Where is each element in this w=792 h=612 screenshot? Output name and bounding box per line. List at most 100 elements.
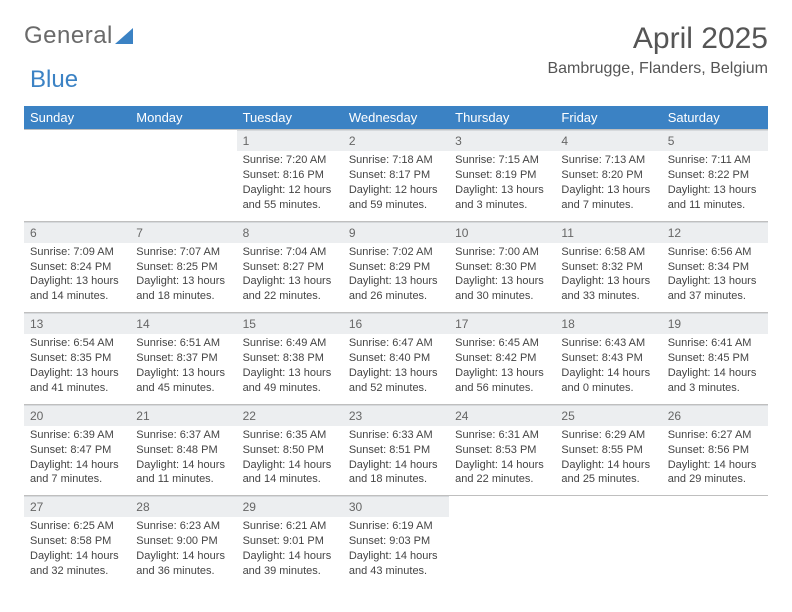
sunrise-text: Sunrise: 6:29 AM [561, 428, 655, 443]
day-number: 5 [662, 130, 768, 151]
day-body: Sunrise: 6:54 AMSunset: 8:35 PMDaylight:… [24, 334, 130, 403]
day-body: Sunrise: 6:39 AMSunset: 8:47 PMDaylight:… [24, 426, 130, 495]
sunrise-text: Sunrise: 6:27 AM [668, 428, 762, 443]
day-body: Sunrise: 6:21 AMSunset: 9:01 PMDaylight:… [237, 517, 343, 586]
sunset-text: Sunset: 8:43 PM [561, 351, 655, 366]
sunrise-text: Sunrise: 7:04 AM [243, 245, 337, 260]
day-body [449, 517, 555, 579]
day-number: 7 [130, 222, 236, 243]
calendar-day-cell: 2Sunrise: 7:18 AMSunset: 8:17 PMDaylight… [343, 130, 449, 222]
weekday-header: Wednesday [343, 106, 449, 130]
daylight-text: Daylight: 14 hours and 18 minutes. [349, 458, 443, 488]
daylight-text: Daylight: 12 hours and 59 minutes. [349, 183, 443, 213]
day-body [130, 151, 236, 213]
day-body: Sunrise: 6:37 AMSunset: 8:48 PMDaylight:… [130, 426, 236, 495]
sunset-text: Sunset: 8:37 PM [136, 351, 230, 366]
day-number: 30 [343, 496, 449, 517]
sunrise-text: Sunrise: 6:56 AM [668, 245, 762, 260]
day-body: Sunrise: 6:58 AMSunset: 8:32 PMDaylight:… [555, 243, 661, 312]
day-number: 10 [449, 222, 555, 243]
calendar-day-cell: 27Sunrise: 6:25 AMSunset: 8:58 PMDayligh… [24, 496, 130, 587]
calendar-day-cell: 6Sunrise: 7:09 AMSunset: 8:24 PMDaylight… [24, 221, 130, 313]
sunrise-text: Sunrise: 6:23 AM [136, 519, 230, 534]
daylight-text: Daylight: 14 hours and 36 minutes. [136, 549, 230, 579]
sunset-text: Sunset: 8:24 PM [30, 260, 124, 275]
sunrise-text: Sunrise: 7:02 AM [349, 245, 443, 260]
daylight-text: Daylight: 13 hours and 56 minutes. [455, 366, 549, 396]
daylight-text: Daylight: 14 hours and 0 minutes. [561, 366, 655, 396]
sunset-text: Sunset: 8:47 PM [30, 443, 124, 458]
sunrise-text: Sunrise: 7:09 AM [30, 245, 124, 260]
calendar-week-row: 20Sunrise: 6:39 AMSunset: 8:47 PMDayligh… [24, 404, 768, 496]
calendar-day-cell: 7Sunrise: 7:07 AMSunset: 8:25 PMDaylight… [130, 221, 236, 313]
daylight-text: Daylight: 12 hours and 55 minutes. [243, 183, 337, 213]
daylight-text: Daylight: 14 hours and 29 minutes. [668, 458, 762, 488]
calendar-day-cell: 25Sunrise: 6:29 AMSunset: 8:55 PMDayligh… [555, 404, 661, 496]
daylight-text: Daylight: 14 hours and 3 minutes. [668, 366, 762, 396]
sunset-text: Sunset: 8:32 PM [561, 260, 655, 275]
sunset-text: Sunset: 8:56 PM [668, 443, 762, 458]
day-number: 11 [555, 222, 661, 243]
sunrise-text: Sunrise: 7:07 AM [136, 245, 230, 260]
weekday-header: Thursday [449, 106, 555, 130]
daylight-text: Daylight: 14 hours and 11 minutes. [136, 458, 230, 488]
calendar-day-cell [130, 130, 236, 222]
sunrise-text: Sunrise: 6:35 AM [243, 428, 337, 443]
calendar-week-row: 27Sunrise: 6:25 AMSunset: 8:58 PMDayligh… [24, 496, 768, 587]
calendar-day-cell: 19Sunrise: 6:41 AMSunset: 8:45 PMDayligh… [662, 313, 768, 405]
calendar-day-cell: 26Sunrise: 6:27 AMSunset: 8:56 PMDayligh… [662, 404, 768, 496]
day-body: Sunrise: 6:45 AMSunset: 8:42 PMDaylight:… [449, 334, 555, 403]
day-number: 3 [449, 130, 555, 151]
day-body: Sunrise: 7:07 AMSunset: 8:25 PMDaylight:… [130, 243, 236, 312]
sunrise-text: Sunrise: 6:45 AM [455, 336, 549, 351]
daylight-text: Daylight: 13 hours and 3 minutes. [455, 183, 549, 213]
daylight-text: Daylight: 14 hours and 22 minutes. [455, 458, 549, 488]
day-number: 23 [343, 405, 449, 426]
calendar-day-cell: 10Sunrise: 7:00 AMSunset: 8:30 PMDayligh… [449, 221, 555, 313]
calendar-day-cell: 3Sunrise: 7:15 AMSunset: 8:19 PMDaylight… [449, 130, 555, 222]
sunset-text: Sunset: 8:55 PM [561, 443, 655, 458]
daylight-text: Daylight: 14 hours and 39 minutes. [243, 549, 337, 579]
sunrise-text: Sunrise: 7:15 AM [455, 153, 549, 168]
sunset-text: Sunset: 8:45 PM [668, 351, 762, 366]
calendar-week-row: 6Sunrise: 7:09 AMSunset: 8:24 PMDaylight… [24, 221, 768, 313]
calendar-day-cell: 16Sunrise: 6:47 AMSunset: 8:40 PMDayligh… [343, 313, 449, 405]
calendar-day-cell: 5Sunrise: 7:11 AMSunset: 8:22 PMDaylight… [662, 130, 768, 222]
day-number: 8 [237, 222, 343, 243]
day-number: 20 [24, 405, 130, 426]
day-body: Sunrise: 6:33 AMSunset: 8:51 PMDaylight:… [343, 426, 449, 495]
day-body: Sunrise: 7:09 AMSunset: 8:24 PMDaylight:… [24, 243, 130, 312]
weekday-header: Sunday [24, 106, 130, 130]
sunrise-text: Sunrise: 6:19 AM [349, 519, 443, 534]
sunrise-text: Sunrise: 6:39 AM [30, 428, 124, 443]
day-number: 28 [130, 496, 236, 517]
day-number: 21 [130, 405, 236, 426]
day-number: 18 [555, 313, 661, 334]
sunset-text: Sunset: 8:38 PM [243, 351, 337, 366]
daylight-text: Daylight: 13 hours and 33 minutes. [561, 274, 655, 304]
sunrise-text: Sunrise: 6:43 AM [561, 336, 655, 351]
day-number: 9 [343, 222, 449, 243]
sunset-text: Sunset: 9:03 PM [349, 534, 443, 549]
day-body: Sunrise: 7:15 AMSunset: 8:19 PMDaylight:… [449, 151, 555, 220]
logo-text-1: General [24, 22, 113, 50]
sunset-text: Sunset: 8:53 PM [455, 443, 549, 458]
sunset-text: Sunset: 8:51 PM [349, 443, 443, 458]
day-number: 6 [24, 222, 130, 243]
sunrise-text: Sunrise: 6:37 AM [136, 428, 230, 443]
sunset-text: Sunset: 8:29 PM [349, 260, 443, 275]
calendar-day-cell: 20Sunrise: 6:39 AMSunset: 8:47 PMDayligh… [24, 404, 130, 496]
sunrise-text: Sunrise: 7:11 AM [668, 153, 762, 168]
calendar-day-cell: 15Sunrise: 6:49 AMSunset: 8:38 PMDayligh… [237, 313, 343, 405]
sunset-text: Sunset: 9:00 PM [136, 534, 230, 549]
calendar-day-cell: 8Sunrise: 7:04 AMSunset: 8:27 PMDaylight… [237, 221, 343, 313]
sunrise-text: Sunrise: 6:51 AM [136, 336, 230, 351]
sunset-text: Sunset: 8:48 PM [136, 443, 230, 458]
location-text: Bambrugge, Flanders, Belgium [547, 60, 768, 78]
day-body: Sunrise: 6:56 AMSunset: 8:34 PMDaylight:… [662, 243, 768, 312]
title-block: April 2025 Bambrugge, Flanders, Belgium [547, 22, 768, 78]
sunrise-text: Sunrise: 7:18 AM [349, 153, 443, 168]
day-number: 27 [24, 496, 130, 517]
daylight-text: Daylight: 13 hours and 7 minutes. [561, 183, 655, 213]
daylight-text: Daylight: 13 hours and 18 minutes. [136, 274, 230, 304]
